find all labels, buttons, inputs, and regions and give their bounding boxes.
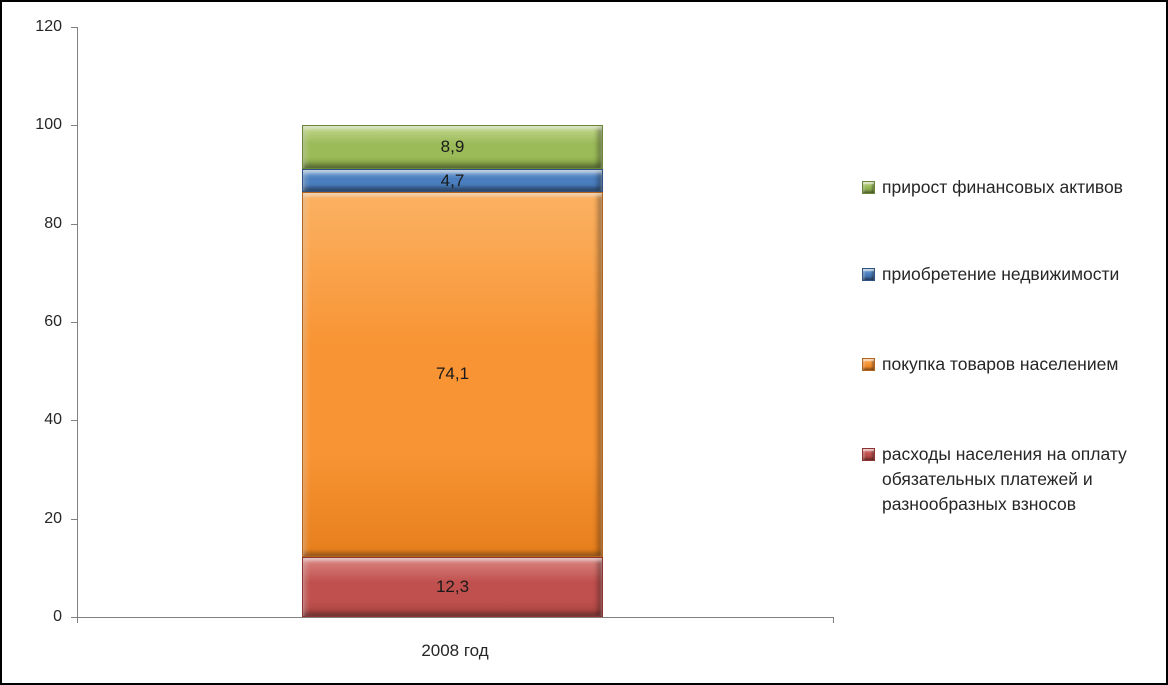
x-axis-tick	[77, 617, 78, 623]
bar-segment-4: 8,9	[302, 125, 603, 170]
legend-label: приобретение недвижимости	[882, 264, 1120, 284]
legend-item-2: приобретение недвижимости	[862, 262, 1162, 287]
legend-label: прирост финансовых активов	[882, 177, 1123, 197]
y-axis-tick	[71, 27, 77, 28]
y-axis-tick	[71, 125, 77, 127]
data-label: 12,3	[435, 576, 470, 596]
data-label: 74,1	[435, 364, 470, 384]
y-axis-tick-label: 60	[44, 313, 62, 330]
legend-item-4: расходы населения на оплату обязательных…	[862, 442, 1162, 517]
y-axis-tick	[71, 617, 77, 618]
x-axis-category-label: 2008 год	[421, 641, 489, 660]
legend-item-3: покупка товаров населением	[862, 352, 1162, 377]
y-axis-tick-label: 40	[44, 411, 62, 429]
legend-label: расходы населения на оплату обязательных…	[882, 444, 1127, 514]
y-axis-tick-label: 120	[35, 18, 62, 35]
legend-marker-icon	[862, 268, 875, 281]
legend-marker-icon	[862, 358, 875, 371]
y-axis-tick	[71, 322, 77, 323]
y-axis-tick-label: 0	[53, 608, 62, 625]
y-axis-tick-label: 100	[35, 116, 62, 134]
bar-2008 год: 12,3 74,1 4,7 8,9	[302, 2, 603, 617]
y-axis-tick	[71, 223, 77, 225]
y-axis-tick	[71, 518, 77, 520]
y-axis-tick-label: 20	[44, 509, 62, 527]
legend-item-1: прирост финансовых активов	[862, 175, 1162, 200]
legend-label: покупка товаров населением	[882, 354, 1119, 374]
data-label: 8,9	[440, 137, 465, 157]
bar-segment-2: 74,1	[302, 192, 603, 557]
legend-marker-icon	[862, 181, 875, 194]
x-axis-tick	[833, 617, 834, 623]
y-axis-tick-label: 80	[44, 214, 62, 232]
y-axis-line	[77, 27, 78, 618]
legend-marker-icon	[862, 448, 875, 461]
bar-segment-1: 12,3	[302, 556, 603, 617]
y-axis-tick	[71, 420, 77, 422]
x-axis-line	[77, 617, 834, 618]
data-label: 4,7	[440, 170, 465, 190]
bar-segment-3: 4,7	[302, 169, 603, 193]
